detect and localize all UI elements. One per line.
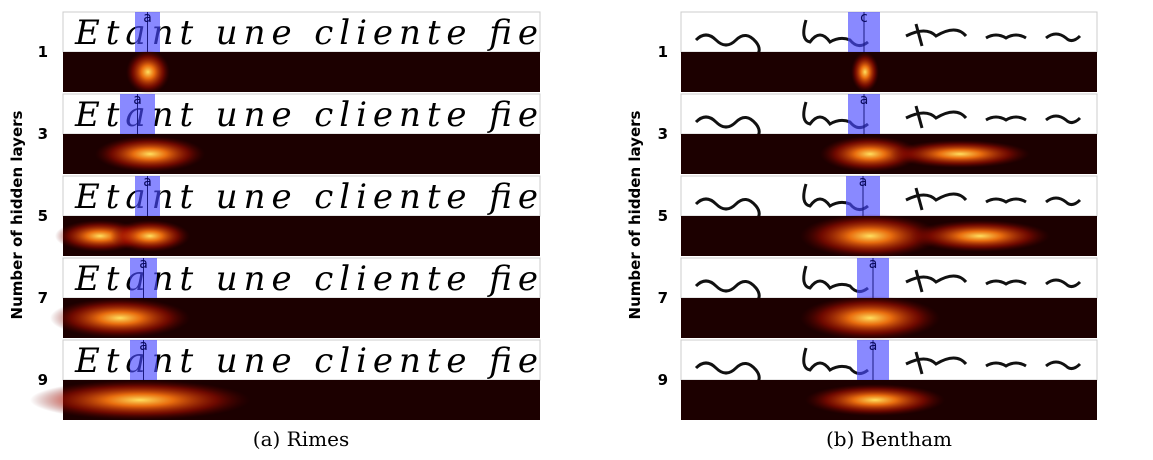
heatmap-glow	[890, 140, 1030, 168]
caption: (a) Rimes	[253, 427, 349, 451]
handwriting-strokes	[694, 265, 1082, 308]
row-label: 5	[38, 207, 48, 225]
handwriting-image	[680, 175, 1098, 217]
predicted-char: a	[139, 256, 148, 272]
row-label: 1	[658, 43, 668, 61]
heatmap-glow	[800, 296, 940, 340]
heatmap-glow	[126, 50, 170, 94]
heatmap-glow	[805, 384, 945, 416]
heatmap-glow	[50, 298, 190, 338]
predicted-char: a	[143, 10, 152, 26]
row-label: 9	[658, 371, 668, 389]
handwriting-strokes	[694, 183, 1082, 226]
predicted-char: a	[869, 338, 878, 354]
handwriting-strokes	[694, 101, 1082, 144]
row-label: 7	[658, 289, 668, 307]
heatmap-glow	[95, 136, 205, 172]
row-label: 5	[658, 207, 668, 225]
y-axis-label: Number of hidden layers	[626, 110, 644, 319]
heatmap-glow	[820, 136, 920, 172]
predicted-char: c	[860, 10, 868, 26]
attention-heatmap	[681, 52, 1097, 92]
handwriting-strokes	[694, 347, 1082, 390]
y-axis-label: Number of hidden layers	[8, 110, 26, 319]
heatmap-glow	[110, 220, 190, 252]
row-label: 1	[38, 43, 48, 61]
row-label: 3	[38, 125, 48, 143]
predicted-char: a	[139, 338, 148, 354]
heatmap-glow	[910, 220, 1050, 252]
heatmap-glow	[851, 52, 879, 92]
handwriting-strokes	[694, 19, 1082, 62]
caption: (b) Bentham	[826, 427, 952, 451]
row-label: 7	[38, 289, 48, 307]
handwriting-image	[680, 11, 1098, 53]
row-label: 9	[38, 371, 48, 389]
predicted-char: a	[859, 174, 868, 190]
predicted-char: a	[860, 92, 869, 108]
heatmap-glow	[30, 380, 250, 420]
predicted-char: a	[133, 92, 142, 108]
predicted-char: a	[143, 174, 152, 190]
predicted-char: a	[869, 256, 878, 272]
heatmap-glow	[800, 214, 940, 258]
handwriting-image	[680, 93, 1098, 135]
row-label: 3	[658, 125, 668, 143]
